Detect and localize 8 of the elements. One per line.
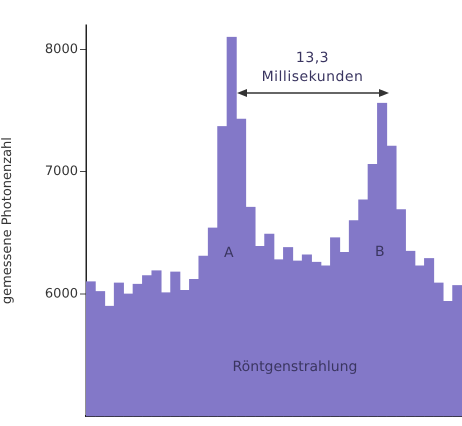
annotation: B: [375, 243, 385, 262]
y-axis-title: gemessene Photonenzahl: [0, 137, 16, 304]
annotation: Röntgenstrahlung: [232, 358, 358, 377]
y-tick-label: 8000: [44, 42, 78, 57]
annotation: A: [224, 244, 234, 263]
annotation: 13,3 Millisekunden: [260, 49, 364, 87]
y-tick-label: 7000: [44, 164, 78, 180]
y-tick-label: 6000: [44, 286, 78, 302]
